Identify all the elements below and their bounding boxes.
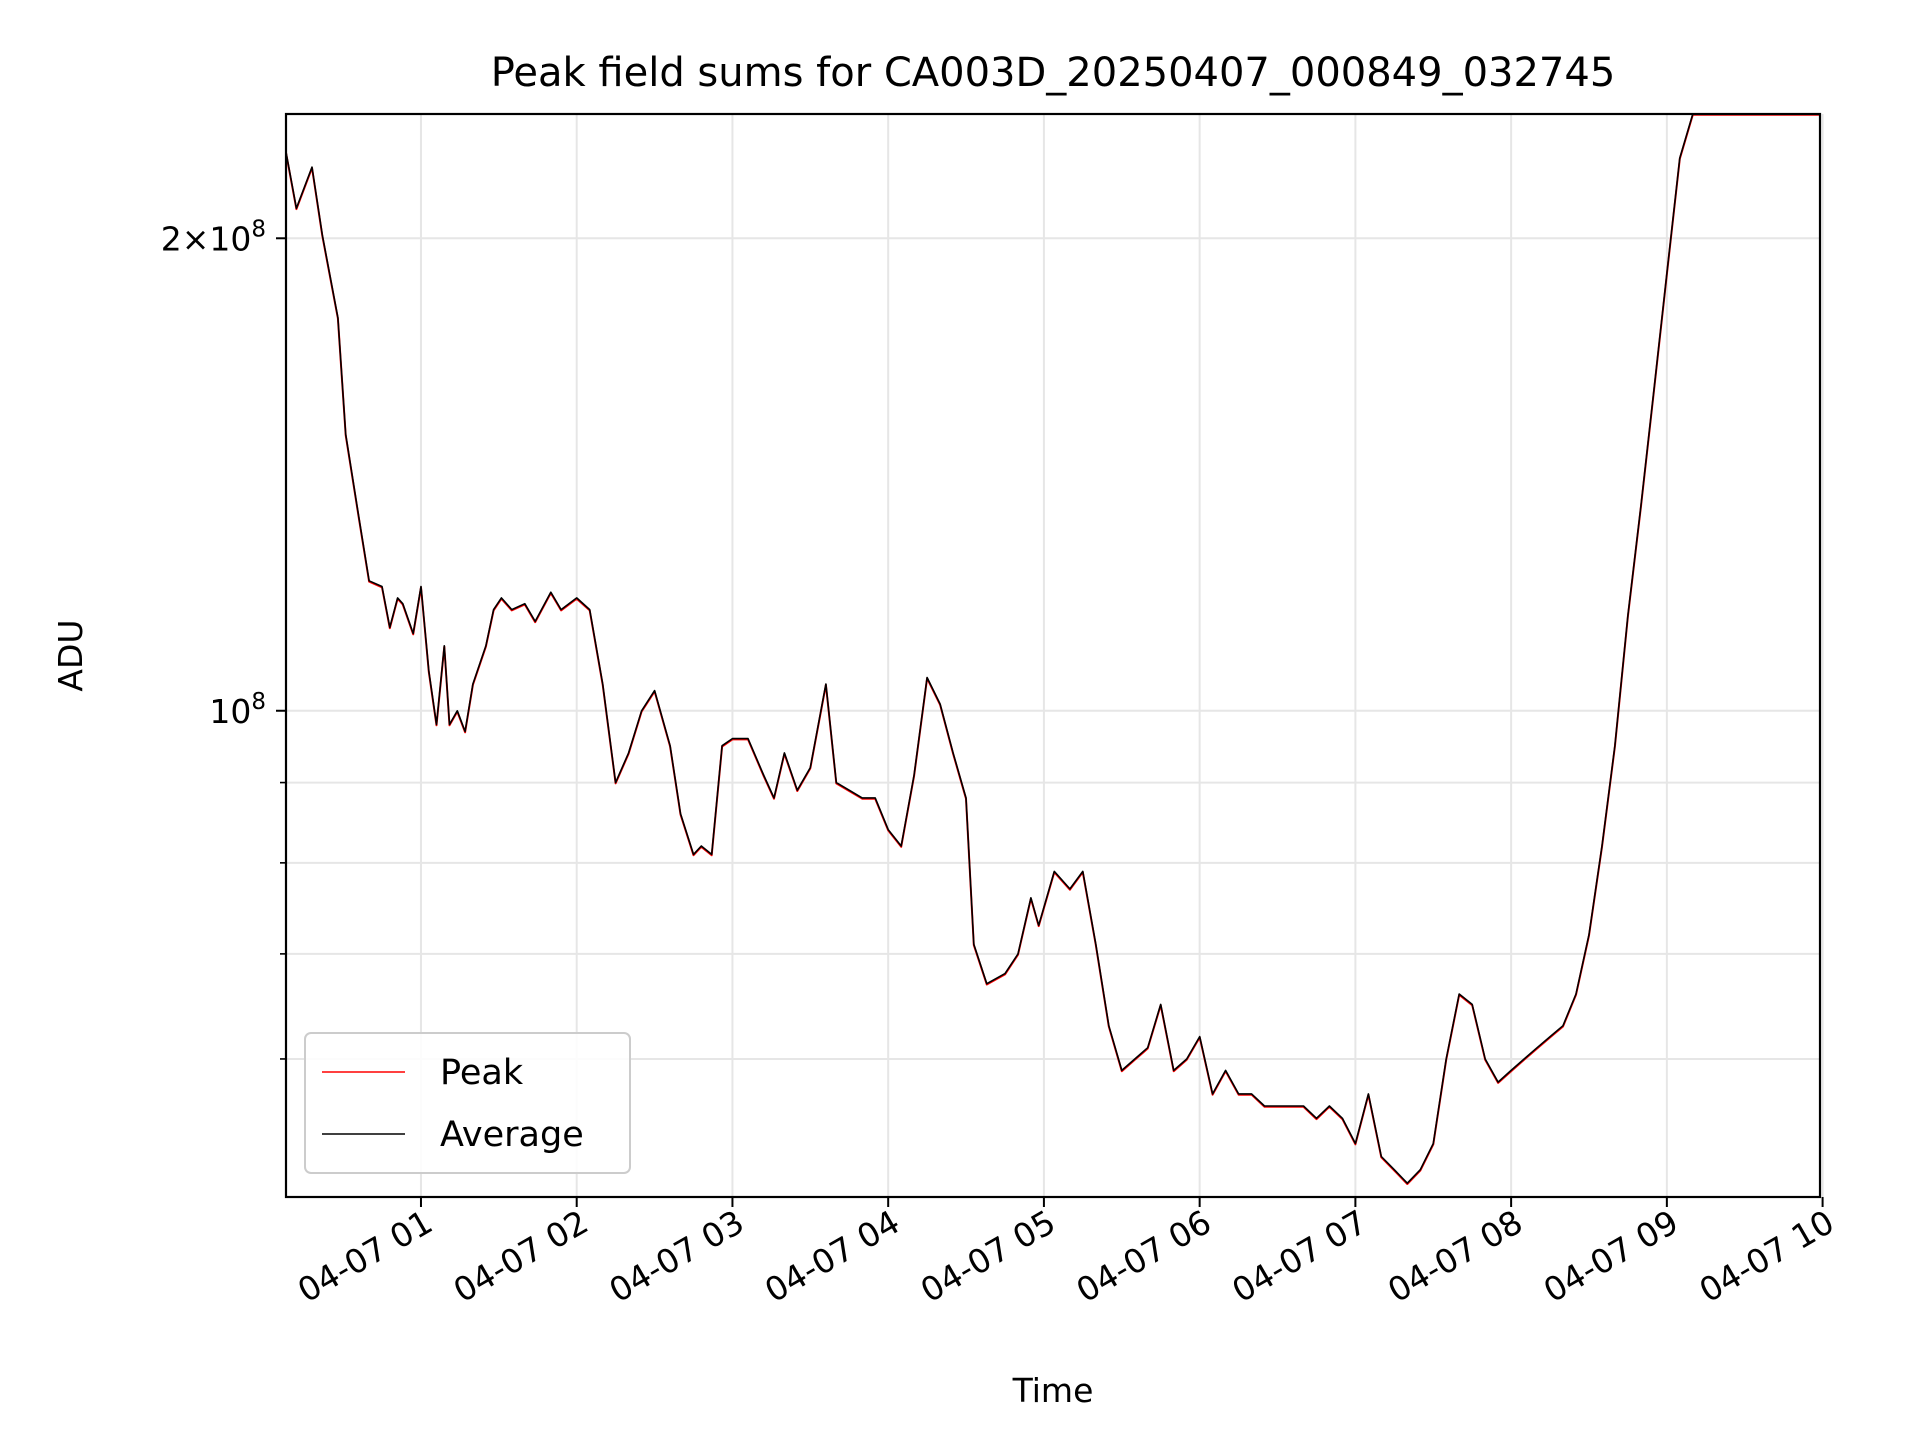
- legend: Peak Average: [304, 1032, 631, 1174]
- chart-title: Peak field sums for CA003D_20250407_0008…: [491, 50, 1616, 96]
- y-tick-base: 10: [209, 692, 251, 731]
- y-tick-label: 108: [209, 689, 266, 731]
- plot-frame: [284, 112, 1822, 1199]
- y-tick-mantissa: 2×: [161, 219, 210, 258]
- series-layer: [286, 114, 1820, 1185]
- y-axis-label: ADU: [51, 619, 90, 691]
- legend-label-average: Average: [440, 1115, 584, 1155]
- legend-box: [304, 1032, 631, 1174]
- legend-label-peak: Peak: [440, 1053, 524, 1093]
- y-tick-exponent: 8: [251, 216, 266, 242]
- y-tick-exponent: 8: [251, 689, 266, 715]
- y-tick-base: 10: [209, 219, 251, 258]
- grid: [286, 114, 1824, 1197]
- series-line-average: [286, 114, 1820, 1184]
- y-tick-label: 2×108: [161, 216, 266, 258]
- x-axis-label: Time: [1012, 1371, 1094, 1410]
